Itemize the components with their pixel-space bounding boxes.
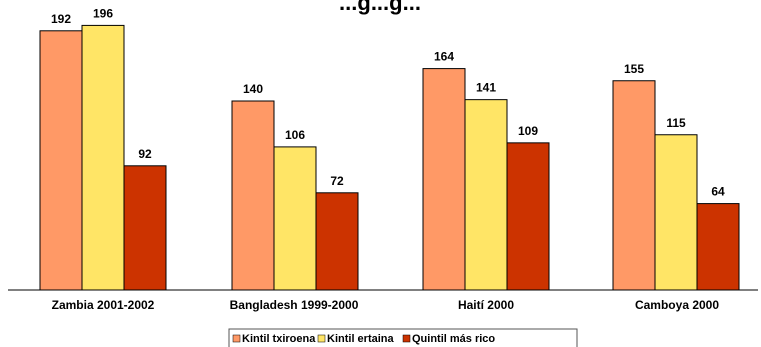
data-label: 64 [711, 185, 725, 199]
bar [696, 203, 740, 291]
category-label: Bangladesh 1999-2000 [230, 298, 359, 312]
bar [422, 68, 466, 291]
bar [315, 192, 359, 291]
data-label: 109 [518, 124, 538, 138]
data-label: 72 [330, 174, 344, 188]
legend-swatch [317, 334, 326, 343]
data-label: 92 [138, 147, 152, 161]
data-label: 115 [666, 116, 686, 130]
chart-title: ...g...g... [339, 0, 421, 15]
bars-group [39, 24, 740, 291]
bar [654, 134, 698, 291]
legend-swatch [232, 334, 241, 343]
data-label: 140 [243, 82, 263, 96]
category-label: Camboya 2000 [635, 298, 719, 312]
data-label: 141 [476, 81, 496, 95]
bar [231, 100, 275, 291]
legend-label: Quintil más rico [412, 333, 495, 345]
bar [273, 146, 317, 291]
data-label: 106 [285, 128, 305, 142]
legend-label: Kintil txiroena [242, 333, 316, 345]
data-label: 155 [624, 62, 644, 76]
bar [612, 80, 656, 291]
category-labels-group: Zambia 2001-2002 Bangladesh 1999-2000 Hait… [52, 298, 720, 312]
legend: Kintil txiroena Kintil ertaina Quintil más… [232, 333, 495, 345]
bar [464, 99, 508, 291]
bar [506, 142, 550, 291]
legend-swatch [402, 334, 411, 343]
data-label: 164 [434, 50, 454, 64]
legend-label: Kintil ertaina [327, 333, 395, 345]
data-label: 192 [51, 12, 71, 26]
bar [39, 30, 83, 291]
bar [123, 165, 167, 291]
data-label: 196 [93, 6, 113, 20]
value-labels-group: 192 196 92 140 106 72 164 141 109 155 115 64 [51, 6, 725, 198]
category-label: Zambia 2001-2002 [52, 298, 155, 312]
category-label: Haití 2000 [458, 298, 514, 312]
bar [81, 24, 125, 291]
